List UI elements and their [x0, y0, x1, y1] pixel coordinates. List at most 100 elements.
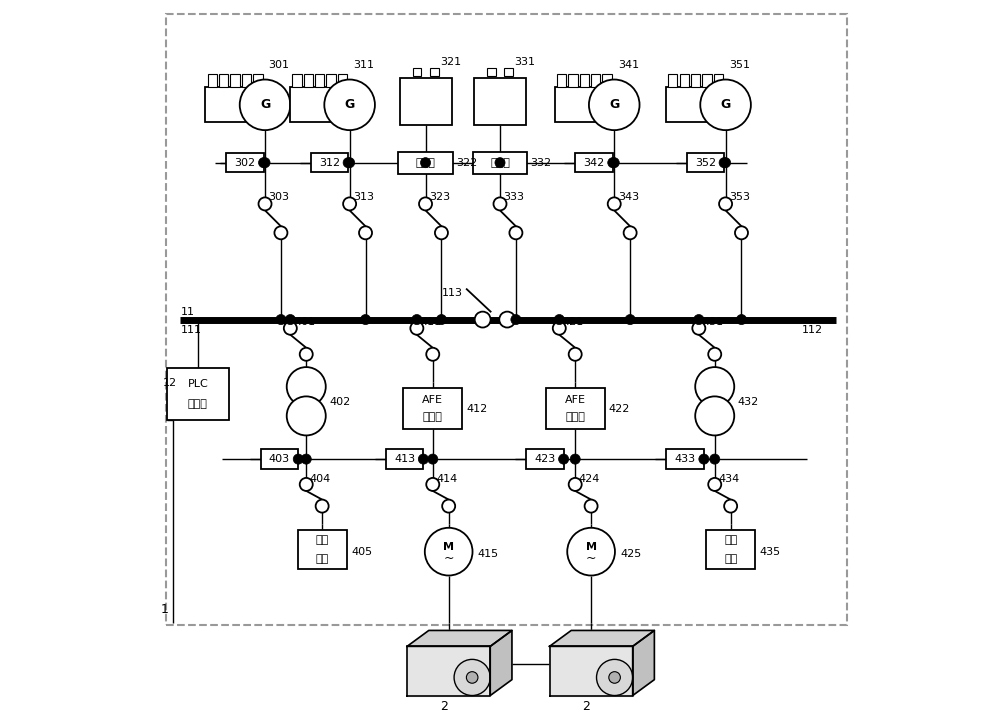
Text: 12: 12 [162, 378, 176, 388]
Circle shape [569, 478, 582, 491]
Text: M: M [443, 542, 454, 552]
FancyBboxPatch shape [487, 67, 496, 77]
Circle shape [569, 348, 582, 361]
Circle shape [300, 478, 313, 491]
Circle shape [287, 396, 326, 435]
FancyBboxPatch shape [304, 74, 313, 87]
Circle shape [284, 322, 297, 335]
Text: 405: 405 [351, 547, 372, 557]
FancyBboxPatch shape [167, 368, 229, 420]
FancyBboxPatch shape [474, 77, 526, 124]
FancyBboxPatch shape [702, 74, 712, 87]
Text: 435: 435 [760, 547, 781, 557]
Text: 逆变器: 逆变器 [416, 158, 435, 168]
Circle shape [589, 80, 640, 130]
Circle shape [300, 348, 313, 361]
Circle shape [736, 315, 747, 325]
FancyBboxPatch shape [253, 74, 263, 87]
Circle shape [343, 158, 353, 168]
Circle shape [608, 158, 618, 168]
FancyBboxPatch shape [311, 153, 348, 172]
FancyBboxPatch shape [602, 74, 612, 87]
FancyBboxPatch shape [714, 74, 723, 87]
Text: PLC: PLC [187, 379, 208, 389]
Text: 2: 2 [440, 700, 448, 713]
Polygon shape [550, 646, 633, 696]
Circle shape [359, 226, 372, 239]
Text: G: G [720, 98, 731, 111]
Circle shape [293, 454, 303, 464]
Circle shape [240, 80, 290, 130]
Circle shape [710, 454, 720, 464]
FancyBboxPatch shape [666, 87, 727, 122]
Circle shape [410, 322, 423, 335]
Text: 351: 351 [729, 60, 750, 70]
FancyBboxPatch shape [668, 74, 677, 87]
Circle shape [426, 348, 439, 361]
Text: ~: ~ [586, 552, 596, 565]
Text: 404: 404 [310, 474, 331, 484]
Text: 343: 343 [618, 192, 639, 202]
Text: ~: ~ [443, 552, 454, 565]
Text: 415: 415 [478, 549, 499, 559]
Circle shape [699, 454, 709, 464]
Circle shape [287, 367, 326, 406]
Circle shape [420, 158, 431, 168]
Circle shape [567, 528, 615, 576]
Text: 1: 1 [160, 603, 168, 616]
Text: 111: 111 [180, 325, 201, 335]
Circle shape [609, 158, 619, 168]
Text: 313: 313 [353, 192, 374, 202]
Text: G: G [609, 98, 619, 111]
Text: 变频器: 变频器 [565, 412, 585, 422]
Circle shape [694, 315, 704, 325]
Text: 302: 302 [234, 158, 255, 168]
FancyBboxPatch shape [226, 153, 264, 172]
Text: 402: 402 [329, 397, 351, 407]
Text: 401: 401 [294, 317, 315, 327]
Text: 日用: 日用 [316, 535, 329, 545]
Text: 414: 414 [436, 474, 458, 484]
Text: 421: 421 [563, 317, 584, 327]
Circle shape [259, 158, 269, 168]
Text: M: M [586, 542, 597, 552]
FancyBboxPatch shape [666, 449, 704, 469]
Circle shape [499, 312, 515, 328]
Circle shape [700, 80, 751, 130]
FancyBboxPatch shape [580, 74, 589, 87]
FancyBboxPatch shape [680, 74, 689, 87]
Text: 411: 411 [420, 317, 442, 327]
Text: AFE: AFE [422, 395, 443, 405]
Text: 413: 413 [394, 454, 415, 464]
Circle shape [436, 315, 446, 325]
Text: 11: 11 [180, 307, 194, 317]
Text: 负载: 负载 [724, 554, 737, 564]
Text: 变频器: 变频器 [423, 412, 443, 422]
FancyBboxPatch shape [398, 152, 453, 174]
Circle shape [426, 478, 439, 491]
Circle shape [708, 478, 721, 491]
Text: 412: 412 [466, 404, 487, 414]
FancyBboxPatch shape [575, 153, 613, 172]
Text: 2: 2 [582, 700, 590, 713]
Text: 342: 342 [583, 158, 605, 168]
FancyBboxPatch shape [400, 77, 452, 124]
Circle shape [692, 322, 705, 335]
FancyBboxPatch shape [386, 449, 423, 469]
Circle shape [259, 197, 272, 210]
Circle shape [276, 315, 286, 325]
Circle shape [419, 197, 432, 210]
Text: 112: 112 [802, 325, 823, 335]
Polygon shape [633, 630, 654, 696]
FancyBboxPatch shape [504, 67, 513, 77]
Circle shape [695, 396, 734, 435]
Circle shape [343, 197, 356, 210]
Text: 322: 322 [456, 158, 477, 168]
Text: 控制器: 控制器 [188, 399, 208, 409]
Circle shape [466, 672, 478, 683]
Circle shape [324, 80, 375, 130]
Circle shape [360, 315, 371, 325]
Text: 负载: 负载 [316, 554, 329, 564]
Text: 311: 311 [353, 60, 374, 70]
FancyBboxPatch shape [298, 529, 347, 570]
